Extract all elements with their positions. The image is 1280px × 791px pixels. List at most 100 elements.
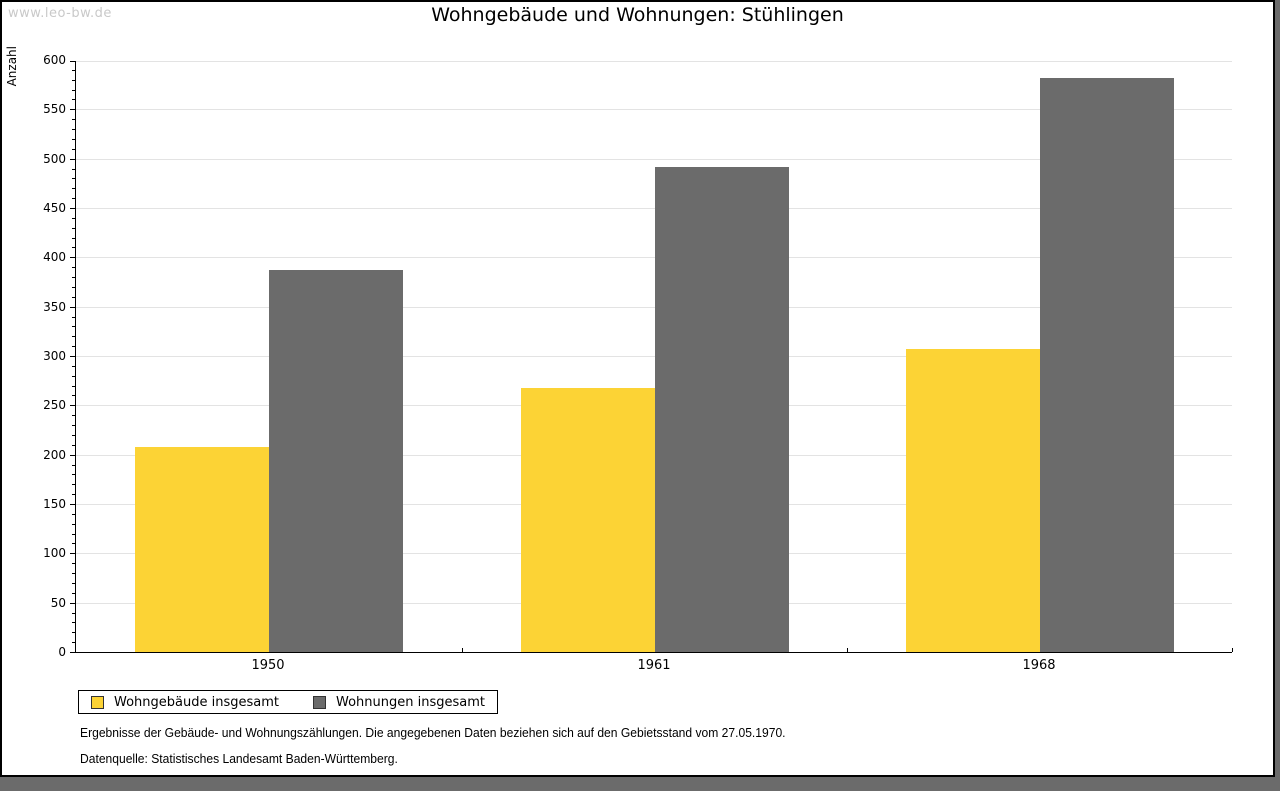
- x-category-label-1968: 1968: [1022, 658, 1056, 673]
- y-tick-label-150: 150: [43, 497, 66, 511]
- y-minor-tick-330: [72, 326, 75, 328]
- bar-1961-wohnungen: [655, 167, 789, 652]
- legend-swatch-0: [91, 695, 104, 709]
- y-minor-tick-380: [72, 277, 75, 279]
- y-major-tick-0: [70, 652, 75, 653]
- y-minor-tick-280: [72, 375, 75, 377]
- y-minor-tick-370: [72, 286, 75, 288]
- y-minor-tick-590: [72, 69, 75, 71]
- y-tick-label-550: 550: [43, 102, 66, 117]
- y-minor-tick-530: [72, 129, 75, 131]
- y-tick-label-300: 300: [43, 349, 66, 363]
- y-tick-label-400: 400: [43, 250, 66, 265]
- gridline-300: [76, 356, 1232, 357]
- x-axis-labels: 1950 1961 1968: [75, 658, 1232, 676]
- y-minor-tick-170: [72, 484, 75, 486]
- y-major-tick-350: [70, 306, 75, 308]
- legend-label-1: Wohnungen insgesamt: [336, 694, 485, 710]
- y-minor-tick-440: [72, 217, 75, 219]
- y-minor-tick-110: [72, 543, 75, 545]
- y-minor-tick-20: [72, 632, 75, 634]
- legend-label-0: Wohngebäude insgesamt: [114, 694, 279, 710]
- y-tick-label-500: 500: [43, 151, 66, 166]
- x-category-label-1950: 1950: [251, 658, 285, 673]
- y-minor-tick-290: [72, 365, 75, 367]
- y-minor-tick-420: [72, 237, 75, 239]
- y-minor-tick-430: [72, 227, 75, 229]
- y-minor-tick-130: [72, 523, 75, 525]
- y-minor-tick-80: [72, 573, 75, 575]
- footnote-line1: Ergebnisse der Gebäude- und Wohnungszähl…: [80, 725, 786, 740]
- gridline-550: [76, 109, 1232, 111]
- gridline-400: [76, 257, 1232, 259]
- x-boundary-tick-3: [1232, 648, 1233, 652]
- y-tick-label-200: 200: [43, 447, 66, 462]
- y-minor-tick-520: [72, 138, 75, 140]
- y-major-tick-400: [70, 257, 75, 259]
- y-minor-tick-210: [72, 444, 75, 446]
- y-minor-tick-320: [72, 336, 75, 338]
- footnote-line2: Datenquelle: Statistisches Landesamt Bad…: [80, 751, 398, 766]
- watermark-text: www.leo-bw.de: [8, 6, 112, 21]
- x-boundary-tick-2: [847, 648, 848, 652]
- y-tick-label-100: 100: [43, 546, 66, 561]
- y-tick-label-250: 250: [43, 398, 66, 413]
- plot-area: [70, 61, 1233, 653]
- y-tick-label-50: 50: [50, 595, 66, 610]
- y-minor-tick-180: [72, 474, 75, 476]
- y-minor-tick-340: [72, 316, 75, 318]
- gridline-350: [76, 306, 1232, 308]
- y-minor-tick-220: [72, 434, 75, 436]
- y-tick-label-350: 350: [43, 299, 66, 314]
- bar-1961-wohngebaeude: [521, 388, 655, 652]
- footnote: Ergebnisse der Gebäude- und Wohnungszähl…: [80, 725, 839, 777]
- y-minor-tick-470: [72, 188, 75, 190]
- y-major-tick-150: [70, 504, 75, 505]
- y-major-tick-500: [70, 158, 75, 160]
- bar-1968-wohngebaeude: [906, 349, 1040, 652]
- bar-1950-wohngebaeude: [135, 447, 269, 652]
- y-tick-label-450: 450: [43, 201, 66, 215]
- y-major-tick-550: [70, 109, 75, 111]
- y-minor-tick-510: [72, 148, 75, 150]
- legend-entry-0: Wohngebäude insgesamt: [91, 695, 279, 710]
- y-minor-tick-260: [72, 395, 75, 397]
- legend-swatch-1: [313, 695, 326, 709]
- y-tick-label-0: 0: [58, 645, 66, 659]
- y-minor-tick-580: [72, 79, 75, 81]
- y-minor-tick-70: [72, 582, 75, 584]
- y-major-tick-50: [70, 602, 75, 604]
- y-minor-tick-240: [72, 415, 75, 417]
- y-major-tick-250: [70, 405, 75, 407]
- chart-page: www.leo-bw.de Wohngebäude und Wohnungen:…: [0, 0, 1275, 777]
- y-minor-tick-270: [72, 385, 75, 387]
- y-minor-tick-190: [72, 464, 75, 466]
- x-category-label-1961: 1961: [637, 658, 671, 673]
- y-minor-tick-40: [72, 612, 75, 614]
- y-minor-tick-390: [72, 267, 75, 269]
- y-major-tick-100: [70, 553, 75, 555]
- gridline-500: [76, 158, 1232, 160]
- y-minor-tick-230: [72, 425, 75, 427]
- y-minor-tick-490: [72, 168, 75, 170]
- gridline-600: [76, 61, 1232, 62]
- y-major-tick-450: [70, 208, 75, 209]
- y-minor-tick-10: [72, 642, 75, 644]
- x-boundary-tick-1: [462, 648, 463, 652]
- chart-title: Wohngebäude und Wohnungen: Stühlingen: [431, 4, 844, 26]
- bar-1968-wohnungen: [1040, 78, 1174, 652]
- y-minor-tick-60: [72, 592, 75, 594]
- y-minor-tick-560: [72, 99, 75, 101]
- legend-entry-1: Wohnungen insgesamt: [313, 695, 485, 710]
- bar-1950-wohnungen: [269, 270, 403, 652]
- y-axis-tick-labels: 0 50 100 150 200 250 300 350 400 450 500 550 600: [2, 53, 66, 659]
- y-major-tick-600: [70, 61, 75, 62]
- y-minor-tick-30: [72, 622, 75, 624]
- y-major-tick-300: [70, 356, 75, 357]
- y-minor-tick-540: [72, 119, 75, 121]
- y-minor-tick-120: [72, 533, 75, 535]
- y-minor-tick-90: [72, 563, 75, 565]
- y-minor-tick-480: [72, 178, 75, 180]
- y-minor-tick-460: [72, 198, 75, 200]
- y-minor-tick-140: [72, 513, 75, 515]
